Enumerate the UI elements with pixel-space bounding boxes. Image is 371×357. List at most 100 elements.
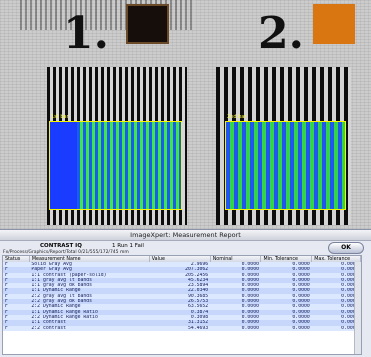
status-cell: F xyxy=(3,314,30,321)
table-row[interactable]: F 1:1 contrast (paper-solid) 205.2456 0.000… xyxy=(3,272,361,278)
max-tolerance-cell: 0.0000 xyxy=(311,299,361,305)
measurement-name-cell: 2:2 contrast xyxy=(29,325,150,331)
table-row[interactable]: F 1:1 gray avg dk bands 23.5894 0.0000 0.000… xyxy=(3,283,361,289)
table-row[interactable]: F Paper Gray Avg 207.3062 0.0000 0.0000 0.000… xyxy=(3,267,361,273)
value-cell: 205.2456 xyxy=(149,272,211,278)
max-tolerance-cell: 0.0000 xyxy=(311,288,361,294)
table-row[interactable]: F Solid Gray Avg 2.9696 0.0000 0.0000 0.0000 xyxy=(3,262,361,268)
nominal-cell: 0.0000 xyxy=(210,272,261,278)
status-cell: F xyxy=(3,283,30,289)
column-header[interactable]: Min. Tolerance xyxy=(260,256,313,262)
status-cell: F xyxy=(3,262,30,268)
measurement-name-cell: 2:2 gray avg dk bands xyxy=(29,299,150,305)
min-tolerance-cell: 0.0000 xyxy=(260,309,312,315)
status-cell: F xyxy=(3,277,30,284)
max-tolerance-cell: 0.0000 xyxy=(311,277,361,284)
roi-2-striped-bands xyxy=(226,122,345,209)
min-tolerance-cell: 0.0000 xyxy=(260,314,312,321)
status-cell: F xyxy=(3,293,30,300)
max-tolerance-cell: 0.0000 xyxy=(311,320,361,326)
measurement-name-cell: Solid Gray Avg xyxy=(29,262,150,268)
nominal-cell: 0.0000 xyxy=(210,293,261,300)
roi-1-solid-band xyxy=(50,122,77,209)
max-tolerance-cell: 0.0000 xyxy=(311,272,361,278)
min-tolerance-cell: 0.0000 xyxy=(260,325,312,331)
column-header[interactable]: Measurement Name xyxy=(29,256,150,262)
measurement-name-cell: 2:2 Dynamic Range xyxy=(29,304,150,310)
roi-2-tag: 2nd bar xyxy=(227,114,247,120)
table-row[interactable]: F 2:2 gray avg lt bands 90.3685 0.0000 0.000… xyxy=(3,293,361,300)
test-image-view: 1. 2. 1st bar 2nd bar xyxy=(0,0,371,229)
nominal-cell: 0.0000 xyxy=(210,299,261,305)
max-tolerance-cell: 0.0000 xyxy=(311,314,361,321)
status-cell: F xyxy=(3,309,30,315)
nominal-cell: 0.0000 xyxy=(210,267,261,273)
measurement-name-cell: 1:1 Dynamic Range xyxy=(29,288,150,294)
contrast-label: CONTRAST IQ xyxy=(40,243,82,249)
roi-1-striped-bands xyxy=(77,122,181,209)
min-tolerance-cell: 0.0000 xyxy=(260,272,312,278)
measurement-name-cell: Paper Gray Avg xyxy=(29,267,150,273)
value-cell: 26.5753 xyxy=(149,299,211,305)
column-header[interactable]: Max. Tolerance xyxy=(311,256,361,262)
pass-fail-summary: 1 Run 1 Fail xyxy=(112,243,144,249)
table-row[interactable]: F 1:1 gray avg lt bands 45.6234 0.0000 0.000… xyxy=(3,277,361,284)
max-tolerance-cell: 0.0000 xyxy=(311,283,361,289)
table-row[interactable]: F 2:2 Dynamic Range 63.5652 0.0000 0.0000 0.0… xyxy=(3,304,361,310)
measurement-name-cell: 1:1 gray avg dk bands xyxy=(29,283,150,289)
status-cell: F xyxy=(3,267,30,273)
min-tolerance-cell: 0.0000 xyxy=(260,283,312,289)
max-tolerance-cell: 0.0000 xyxy=(311,293,361,300)
table-row[interactable]: F 2:2 contrast 54.4693 0.0000 0.0000 0.0000 xyxy=(3,325,361,331)
max-tolerance-cell: 0.0000 xyxy=(311,262,361,268)
measurement-name-cell: 2:2 Dynamic Range Ratio xyxy=(29,314,150,321)
measurement-table: Status Measurement Name Value Nominal Min. T… xyxy=(2,255,362,355)
table-row[interactable]: F 1:1 contrast 31.3152 0.0000 0.0000 0.0000 xyxy=(3,320,361,326)
status-cell: F xyxy=(3,288,30,294)
measurement-name-cell: 1:1 contrast (paper-solid) xyxy=(29,272,150,278)
column-header[interactable]: Nominal xyxy=(210,256,262,262)
nominal-cell: 0.0000 xyxy=(210,304,261,310)
roi-region-1[interactable]: 1st bar xyxy=(49,114,182,210)
min-tolerance-cell: 0.0000 xyxy=(260,262,312,268)
value-cell: 90.3685 xyxy=(149,293,211,300)
nominal-cell: 0.0000 xyxy=(210,288,261,294)
nominal-cell: 0.0000 xyxy=(210,314,261,321)
status-cell: F xyxy=(3,299,30,305)
status-cell: F xyxy=(3,304,30,310)
min-tolerance-cell: 0.0000 xyxy=(260,320,312,326)
max-tolerance-cell: 0.0000 xyxy=(311,267,361,273)
vertical-scrollbar[interactable] xyxy=(354,262,361,354)
nominal-cell: 0.0000 xyxy=(210,325,261,331)
table-body: F Solid Gray Avg 2.9696 0.0000 0.0000 0.0000 F… xyxy=(3,262,361,331)
min-tolerance-cell: 0.0000 xyxy=(260,293,312,300)
column-header[interactable]: Status xyxy=(3,256,30,262)
value-cell: 0.3098 xyxy=(149,314,211,321)
value-cell: 54.4693 xyxy=(149,325,211,331)
ok-button[interactable]: OK xyxy=(328,242,364,254)
report-path: Fx/Process/Graphics/Report/Total 0/21/55… xyxy=(3,250,129,255)
table-row[interactable]: F 1:1 Dynamic Range 22.0340 0.0000 0.0000 0.0… xyxy=(3,288,361,294)
column-header[interactable]: Value xyxy=(149,256,211,262)
table-row[interactable]: F 2:2 gray avg dk bands 26.5753 0.0000 0.000… xyxy=(3,299,361,305)
roi-1-tag: 1st bar xyxy=(51,114,69,120)
measurement-name-cell: 1:1 gray avg lt bands xyxy=(29,277,150,284)
roi-region-2[interactable]: 2nd bar xyxy=(225,114,346,210)
max-tolerance-cell: 0.0000 xyxy=(311,325,361,331)
report-header: CONTRAST IQ 1 Run 1 Fail Fx/Process/Grap… xyxy=(0,241,371,255)
value-cell: 22.0340 xyxy=(149,288,211,294)
max-tolerance-cell: 0.0000 xyxy=(311,304,361,310)
status-cell: F xyxy=(3,272,30,278)
target-label-2: 2. xyxy=(258,8,304,59)
table-header-row: Status Measurement Name Value Nominal Min. T… xyxy=(3,256,361,262)
value-cell: 0.3874 xyxy=(149,309,211,315)
value-cell: 2.9696 xyxy=(149,262,211,268)
nominal-cell: 0.0000 xyxy=(210,320,261,326)
value-cell: 23.5894 xyxy=(149,283,211,289)
measurement-name-cell: 1:1 contrast xyxy=(29,320,150,326)
table-row[interactable]: F 2:2 Dynamic Range Ratio 0.3098 0.0000 0.00… xyxy=(3,314,361,321)
target-label-1: 1. xyxy=(63,8,109,59)
table-row[interactable]: F 1:1 Dynamic Range Ratio 0.3874 0.0000 0.00… xyxy=(3,309,361,315)
value-cell: 63.5652 xyxy=(149,304,211,310)
